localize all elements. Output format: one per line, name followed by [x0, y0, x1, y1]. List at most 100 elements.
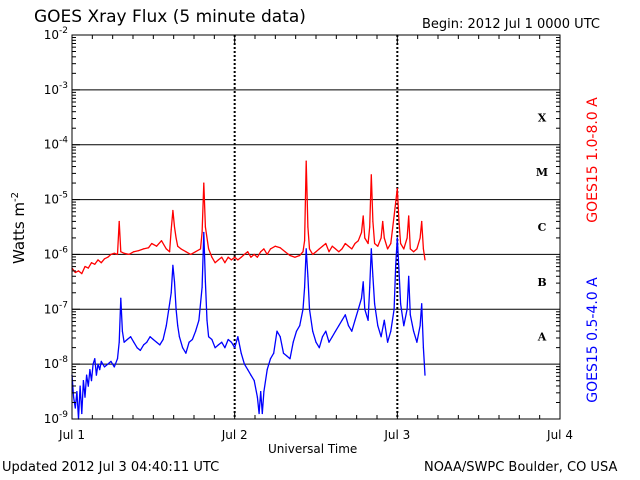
- data-point: [284, 251, 286, 253]
- data-point: [273, 352, 275, 354]
- data-point: [286, 355, 288, 357]
- data-point: [347, 325, 350, 327]
- data-point: [199, 248, 202, 250]
- legend-long-channel: GOES15 1.0-8.0 A: [585, 97, 601, 223]
- y-tick-exponent: -7: [59, 300, 68, 310]
- data-point: [146, 341, 148, 343]
- y-tick-exponent: -4: [59, 136, 68, 146]
- data-point: [400, 303, 402, 305]
- data-point: [97, 259, 99, 261]
- data-point: [424, 374, 426, 376]
- data-point: [344, 242, 346, 245]
- data-point: [422, 347, 424, 349]
- data-point: [328, 251, 330, 253]
- data-point: [94, 358, 96, 360]
- data-point: [304, 286, 306, 288]
- data-point: [169, 303, 171, 305]
- data-point: [116, 358, 119, 360]
- data-point: [143, 248, 145, 250]
- x-tick-label: Jul 2: [221, 428, 248, 442]
- data-point: [81, 273, 83, 275]
- data-point: [377, 325, 379, 327]
- y-tick-exponent: -6: [59, 245, 68, 255]
- data-point: [103, 366, 106, 368]
- data-point: [341, 248, 343, 250]
- data-point: [387, 248, 389, 250]
- data-point: [211, 256, 213, 258]
- data-point: [133, 251, 135, 253]
- data-point: [312, 330, 314, 332]
- data-point: [266, 253, 268, 255]
- data-point: [73, 396, 75, 398]
- grid: [72, 35, 560, 419]
- y-tick-base: 10: [44, 83, 59, 97]
- data-point: [406, 237, 408, 239]
- data-point: [325, 330, 327, 332]
- data-point: [315, 341, 317, 343]
- data-point: [217, 259, 219, 261]
- flare-class-label: B: [537, 276, 546, 289]
- data-point: [201, 286, 203, 288]
- data-point: [357, 308, 359, 310]
- data-point: [113, 366, 115, 368]
- data-point: [188, 341, 190, 343]
- data-point: [424, 259, 426, 261]
- data-point: [383, 237, 385, 239]
- data-point: [274, 245, 276, 247]
- data-point: [74, 271, 76, 274]
- data-point: [165, 325, 167, 327]
- data-point: [390, 330, 392, 332]
- data-point: [221, 341, 223, 343]
- data-point: [341, 319, 343, 321]
- data-point: [123, 252, 125, 254]
- data-point: [308, 248, 311, 250]
- y-tick-exponent: -2: [59, 26, 68, 36]
- data-point: [160, 240, 163, 242]
- data-point: [351, 248, 353, 250]
- credit-label: NOAA/SWPC Boulder, CO USA: [424, 460, 618, 475]
- data-point: [172, 264, 174, 266]
- data-point: [305, 160, 307, 162]
- data-point: [383, 319, 385, 321]
- data-point: [318, 248, 320, 250]
- data-point: [400, 242, 402, 245]
- data-point: [162, 338, 164, 341]
- data-point: [87, 385, 89, 387]
- data-point: [266, 369, 268, 371]
- y-tick-base: 10: [44, 357, 59, 371]
- data-point: [398, 220, 400, 223]
- data-point: [256, 256, 258, 258]
- data-point: [294, 256, 296, 258]
- data-point: [152, 338, 154, 341]
- data-point: [409, 248, 411, 250]
- data-point: [269, 358, 272, 360]
- data-point: [173, 281, 176, 283]
- data-point: [74, 407, 76, 409]
- flare-class-label: C: [538, 221, 547, 234]
- data-point: [84, 396, 86, 398]
- data-point: [250, 256, 252, 258]
- data-point: [126, 338, 128, 341]
- y-tick-base: 10: [44, 302, 59, 316]
- data-point: [224, 347, 226, 349]
- data-point: [170, 292, 172, 294]
- data-point: [282, 352, 285, 354]
- data-point: [206, 319, 208, 321]
- data-point: [305, 248, 307, 250]
- data-point: [208, 336, 210, 338]
- data-point: [398, 270, 400, 272]
- data-point: [364, 308, 366, 310]
- data-point: [419, 325, 421, 327]
- data-point: [387, 341, 389, 343]
- data-point: [116, 253, 119, 255]
- data-point: [103, 258, 106, 260]
- y-tick-exponent: -3: [59, 81, 68, 91]
- data-point: [253, 253, 255, 255]
- data-point: [382, 220, 384, 223]
- data-point: [325, 242, 327, 245]
- y-tick-base: 10: [44, 28, 59, 42]
- data-point: [380, 336, 382, 338]
- data-point: [338, 325, 340, 327]
- data-point: [421, 220, 423, 223]
- data-point: [360, 231, 363, 234]
